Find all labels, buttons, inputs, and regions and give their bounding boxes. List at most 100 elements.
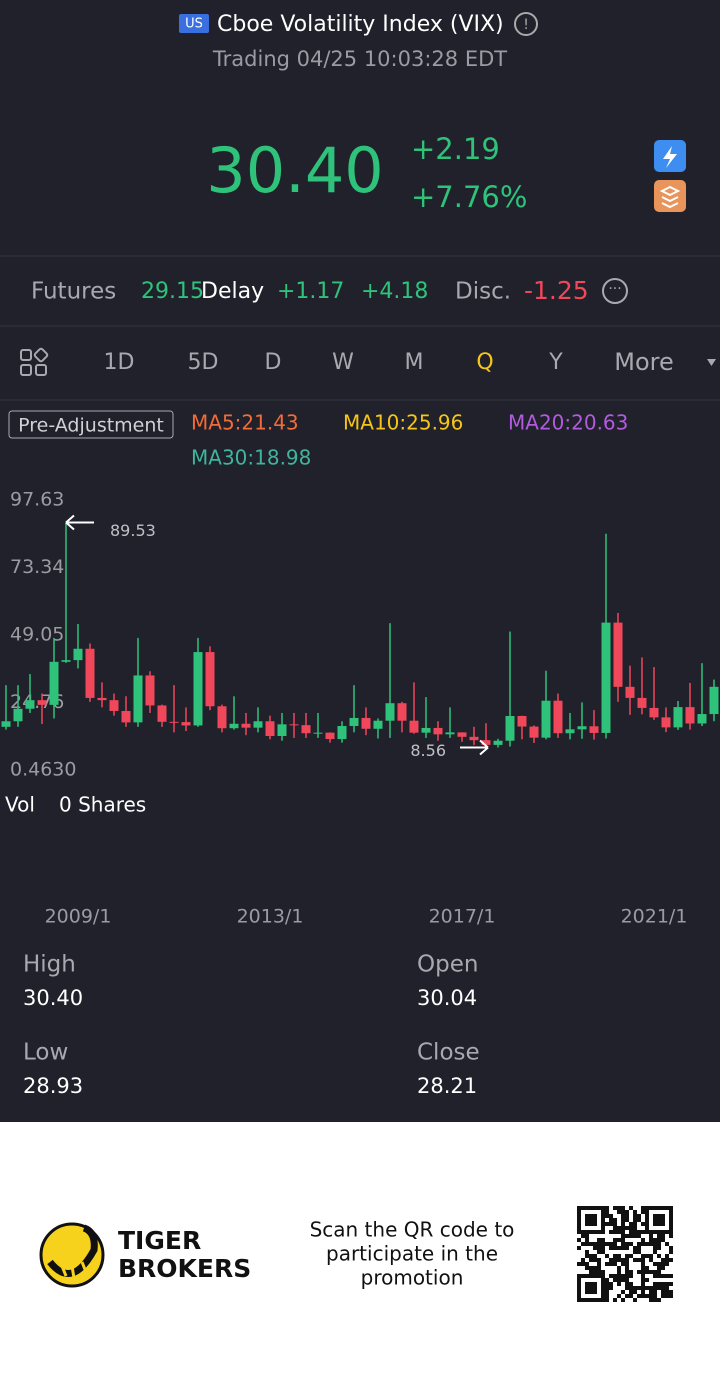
qr-module xyxy=(661,1274,665,1278)
qr-module xyxy=(617,1294,621,1298)
high-label: High xyxy=(23,952,76,978)
info-glyph: ! xyxy=(523,17,529,33)
qr-module xyxy=(657,1254,661,1258)
qr-module xyxy=(637,1294,641,1298)
qr-module xyxy=(641,1242,645,1246)
layout-icon[interactable] xyxy=(20,347,49,376)
qr-module xyxy=(649,1270,653,1274)
qr-module xyxy=(657,1246,661,1250)
futures-label: Futures xyxy=(31,279,116,305)
tab[interactable]: M xyxy=(405,350,424,375)
promo-line: promotion xyxy=(361,1266,464,1290)
candle-body xyxy=(229,723,239,729)
tab[interactable]: W xyxy=(332,350,354,375)
qr-module xyxy=(609,1258,613,1262)
qr-module xyxy=(661,1258,665,1262)
qr-module xyxy=(597,1266,601,1270)
title: Cboe Volatility Index (VIX) xyxy=(217,12,504,37)
qr-module xyxy=(653,1294,657,1298)
tab[interactable]: D xyxy=(265,350,282,375)
candle-body xyxy=(145,675,155,706)
qr-module xyxy=(589,1270,593,1274)
qr-finder xyxy=(577,1274,605,1302)
qr-module xyxy=(633,1218,637,1222)
qr-module xyxy=(657,1238,661,1242)
qr-module xyxy=(625,1270,629,1274)
qr-module xyxy=(609,1274,613,1278)
qr-module xyxy=(633,1210,637,1214)
qr-module xyxy=(641,1282,645,1286)
x-tick-label: 2021/1 xyxy=(621,906,688,928)
qr-module xyxy=(641,1262,645,1266)
info-icon[interactable] xyxy=(514,12,538,36)
qr-module xyxy=(637,1286,641,1290)
qr-finder xyxy=(585,1214,597,1226)
qr-module xyxy=(589,1242,593,1246)
qr-module xyxy=(649,1286,653,1290)
qr-module xyxy=(581,1234,585,1238)
qr-module xyxy=(665,1290,669,1294)
qr-module xyxy=(669,1250,673,1254)
qr-module xyxy=(613,1246,617,1250)
change: +2.19 xyxy=(411,132,500,166)
qr-module xyxy=(621,1262,625,1266)
qr-module xyxy=(665,1294,669,1298)
tab[interactable]: More xyxy=(614,348,674,376)
adjust-box[interactable] xyxy=(8,410,174,439)
qr-module xyxy=(653,1274,657,1278)
qr-module xyxy=(605,1262,609,1266)
qr-module xyxy=(585,1238,589,1242)
more-icon[interactable] xyxy=(602,278,628,304)
qr-module xyxy=(613,1218,617,1222)
y-tick-label: 49.05 xyxy=(10,623,64,645)
y-tick-label: 0.4630 xyxy=(10,759,76,781)
candle-body xyxy=(1,721,11,727)
tab[interactable]: Y xyxy=(548,350,563,375)
qr-module xyxy=(649,1254,653,1258)
qr-module xyxy=(641,1290,645,1294)
qr-module xyxy=(605,1278,609,1282)
qr-module xyxy=(617,1282,621,1286)
qr-module xyxy=(629,1294,633,1298)
qr-module xyxy=(609,1242,613,1246)
qr-module xyxy=(649,1234,653,1238)
candle-body xyxy=(217,706,227,729)
qr-module xyxy=(669,1258,673,1262)
qr-module xyxy=(669,1294,673,1298)
qr-module xyxy=(597,1258,601,1262)
qr-module xyxy=(597,1246,601,1250)
qr-module xyxy=(617,1270,621,1274)
tab[interactable]: Q xyxy=(476,350,493,375)
qr-module xyxy=(633,1214,637,1218)
candle-body xyxy=(373,720,383,729)
qr-module xyxy=(645,1270,649,1274)
promo-line: participate in the xyxy=(326,1242,498,1266)
tab[interactable]: 5D xyxy=(188,350,219,375)
x-tick-label: 2013/1 xyxy=(237,906,304,928)
qr-module xyxy=(605,1222,609,1226)
candle-body xyxy=(133,675,143,723)
disc: -1.25 xyxy=(524,276,589,305)
candle-body xyxy=(637,697,647,708)
candle-body xyxy=(61,660,71,662)
qr-module xyxy=(609,1286,613,1290)
candle-body xyxy=(109,700,119,711)
qr-module xyxy=(641,1210,645,1214)
high: 30.40 xyxy=(23,986,83,1010)
qr-module xyxy=(661,1290,665,1294)
qr-module xyxy=(649,1258,653,1262)
qr-module xyxy=(617,1254,621,1258)
max-label: 89.53 xyxy=(110,521,156,540)
qr-module xyxy=(641,1294,645,1298)
qr-module xyxy=(621,1290,625,1294)
qr-module xyxy=(585,1254,589,1258)
qr-module xyxy=(661,1286,665,1290)
qr-module xyxy=(621,1258,625,1262)
qr-module xyxy=(645,1286,649,1290)
qr-module xyxy=(641,1258,645,1262)
qr-module xyxy=(633,1226,637,1230)
qr-module xyxy=(669,1246,673,1250)
qr-module xyxy=(641,1230,645,1234)
tab[interactable]: 1D xyxy=(104,350,135,375)
